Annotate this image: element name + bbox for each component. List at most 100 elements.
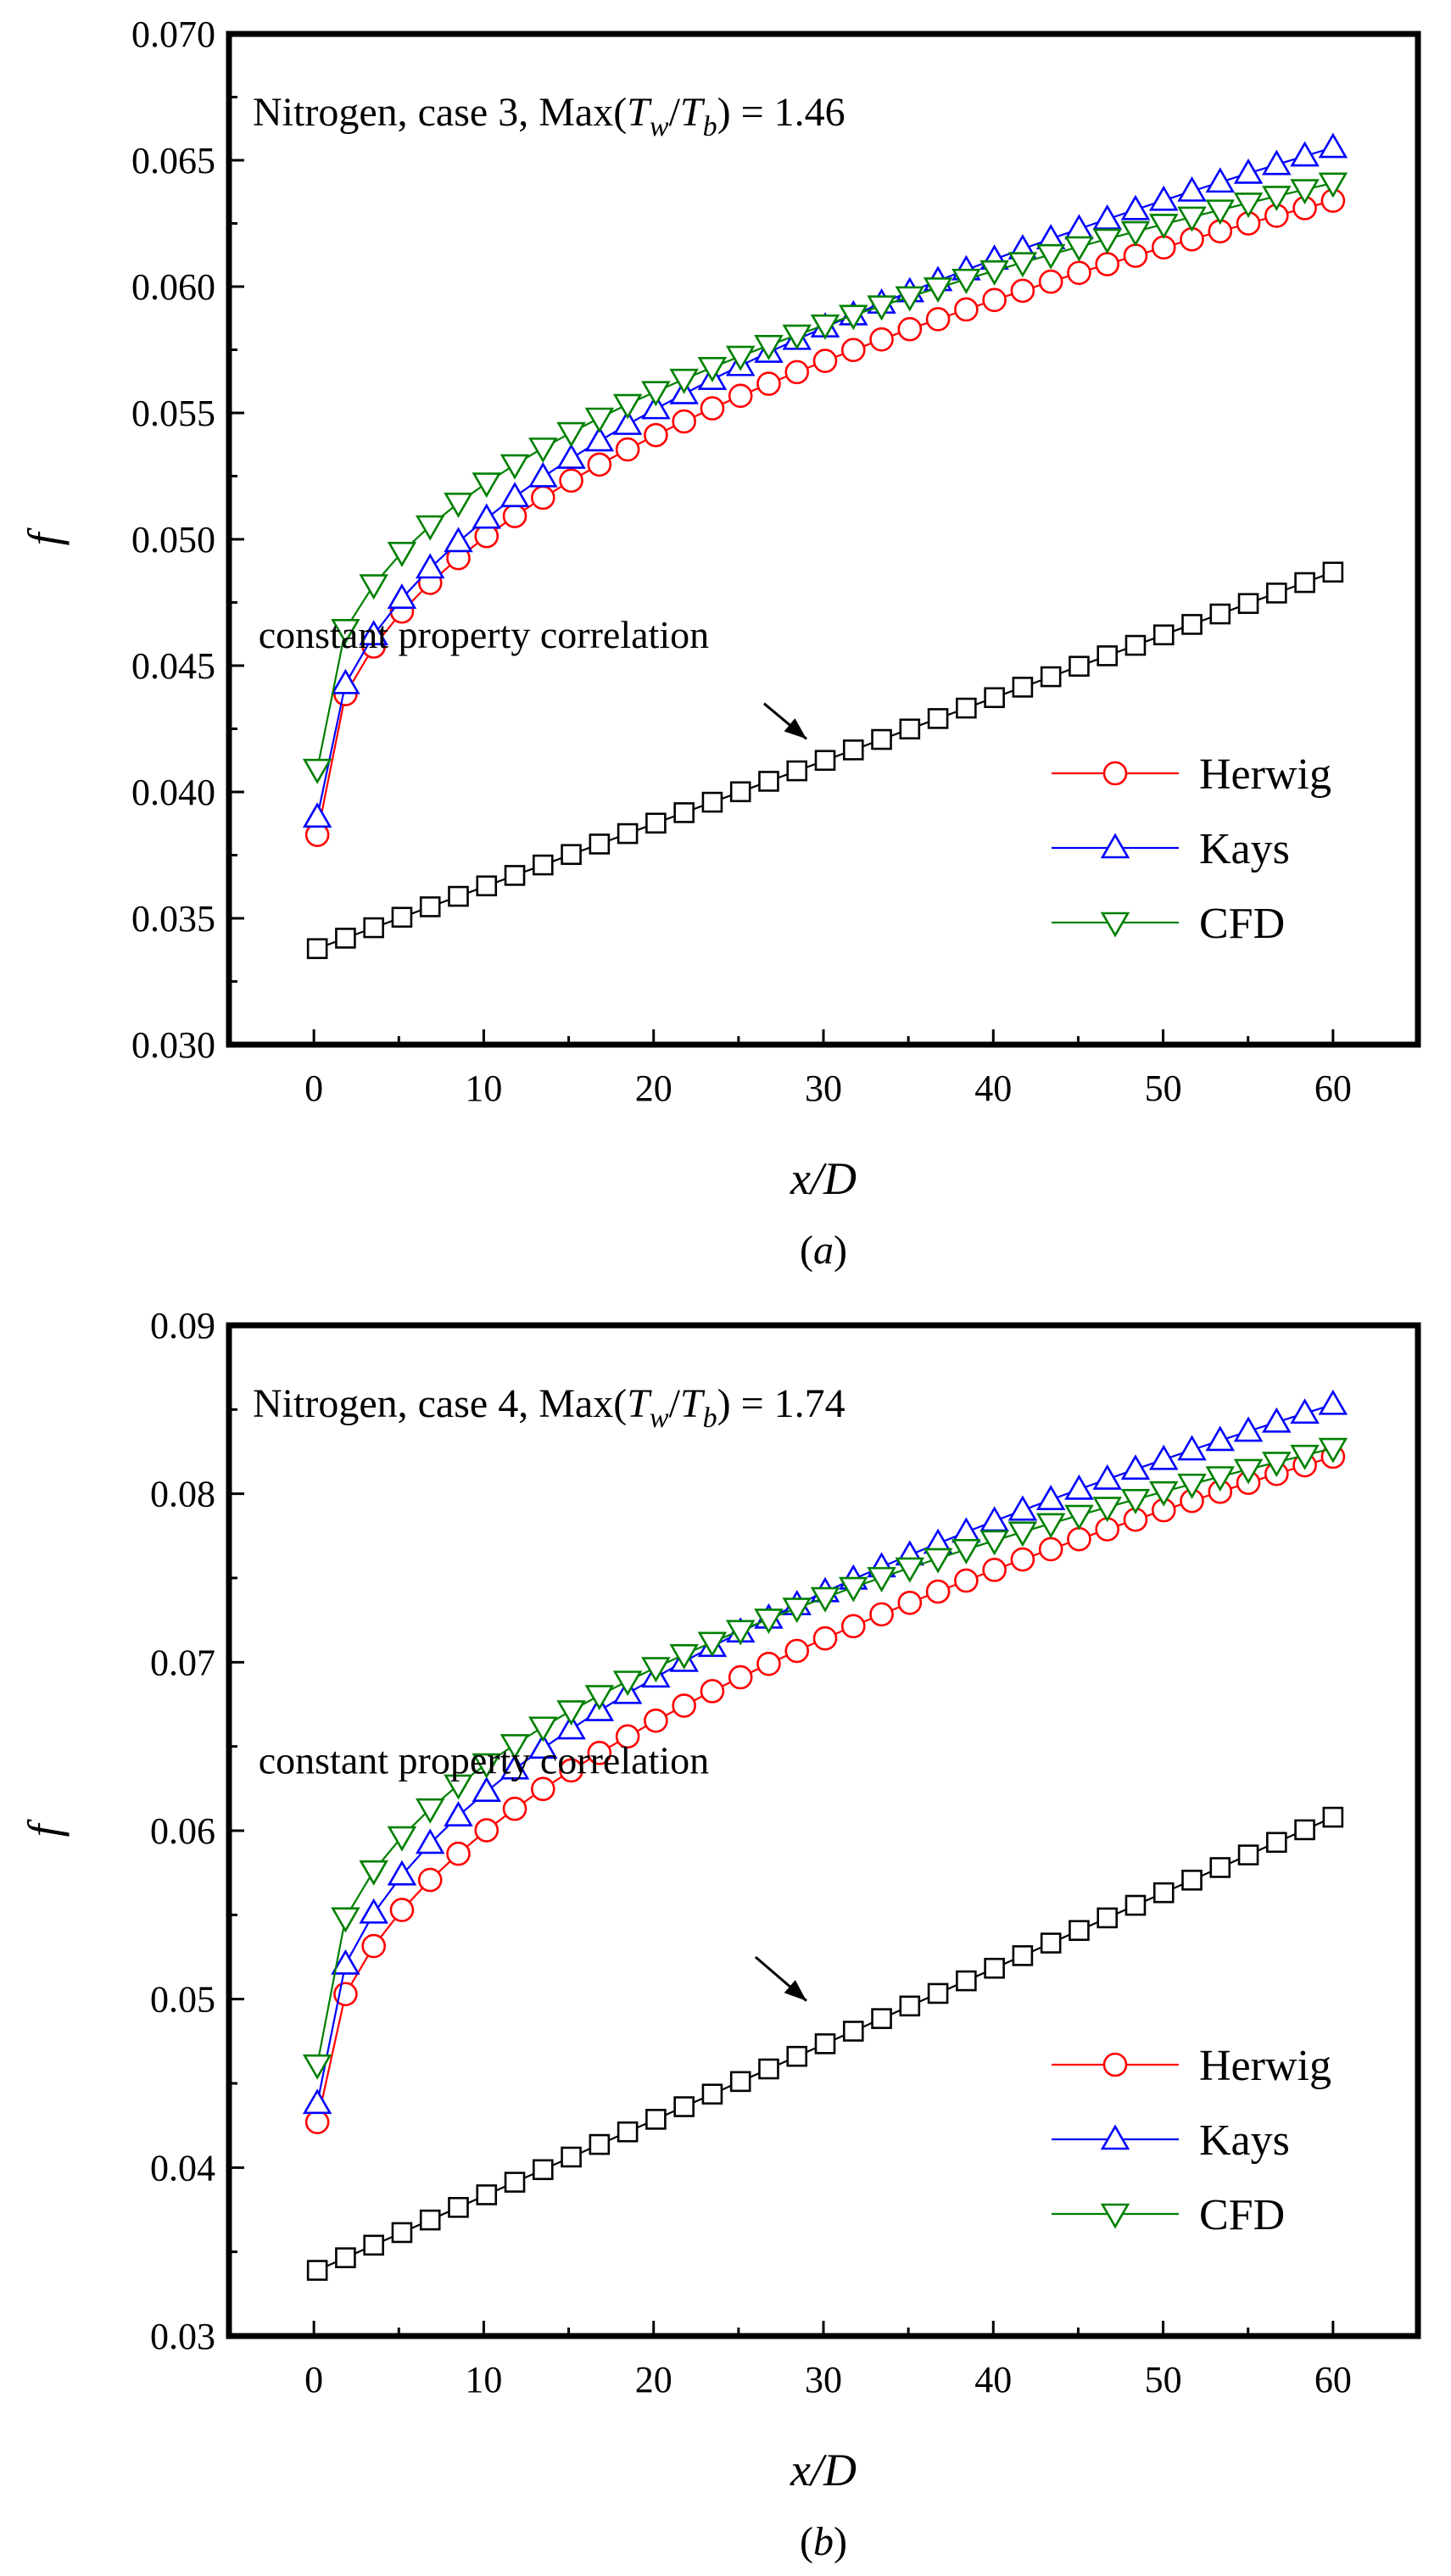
x-tick-label: 40 bbox=[974, 1068, 1012, 1109]
data-point bbox=[584, 1685, 615, 1711]
series-cfd bbox=[302, 172, 1348, 784]
data-point bbox=[1262, 149, 1292, 176]
data-point bbox=[359, 620, 388, 646]
data-point bbox=[673, 802, 695, 823]
series-line bbox=[316, 147, 1334, 818]
y-axis-title: f bbox=[19, 1819, 70, 1837]
data-point bbox=[391, 2222, 413, 2244]
data-point bbox=[1064, 236, 1094, 262]
data-point bbox=[728, 1664, 753, 1690]
data-point bbox=[758, 771, 779, 792]
y-tick-label: 0.070 bbox=[131, 14, 215, 55]
x-tick-label: 60 bbox=[1314, 1068, 1352, 1109]
data-point bbox=[561, 2146, 582, 2168]
data-point bbox=[419, 896, 441, 917]
data-point bbox=[617, 2121, 639, 2143]
data-point bbox=[1177, 1435, 1207, 1461]
data-point bbox=[584, 426, 615, 452]
legend-label: CFD bbox=[1199, 900, 1285, 948]
data-point bbox=[1152, 1882, 1175, 1904]
data-point bbox=[499, 454, 530, 480]
chart-title: Nitrogen, case 4, Max(Tw/Tb) = 1.74 bbox=[253, 1381, 845, 1434]
data-point bbox=[559, 468, 583, 493]
data-point bbox=[617, 822, 639, 845]
data-point bbox=[786, 760, 808, 782]
data-point bbox=[1012, 677, 1034, 698]
data-point bbox=[982, 287, 1007, 313]
data-point bbox=[528, 438, 558, 463]
data-point bbox=[1092, 228, 1122, 254]
data-point bbox=[1233, 192, 1264, 219]
legend-label: Kays bbox=[1199, 2116, 1290, 2165]
data-point bbox=[359, 1860, 388, 1886]
data-point bbox=[1010, 1547, 1035, 1572]
data-point bbox=[1038, 1536, 1063, 1562]
data-point bbox=[331, 618, 360, 644]
data-point bbox=[1064, 1504, 1094, 1531]
data-point bbox=[1035, 1485, 1066, 1510]
data-point bbox=[839, 1576, 868, 1603]
data-point bbox=[472, 472, 502, 499]
data-point bbox=[1007, 1495, 1038, 1521]
data-point bbox=[984, 687, 1005, 709]
data-point bbox=[444, 1801, 473, 1827]
data-point bbox=[1125, 634, 1147, 656]
data-point bbox=[1322, 561, 1344, 583]
data-point bbox=[302, 758, 332, 784]
chart-title: Nitrogen, case 3, Max(Tw/Tb) = 1.46 bbox=[253, 90, 845, 142]
data-point bbox=[697, 357, 728, 382]
x-tick-label: 40 bbox=[974, 2359, 1012, 2400]
data-point bbox=[331, 1949, 360, 1975]
data-point bbox=[533, 2159, 554, 2181]
data-point bbox=[1177, 176, 1207, 202]
data-point bbox=[812, 348, 838, 373]
data-point bbox=[1120, 194, 1151, 220]
data-point bbox=[672, 1693, 696, 1718]
y-tick-label: 0.03 bbox=[150, 2316, 215, 2357]
y-tick-label: 0.09 bbox=[150, 1305, 215, 1347]
data-point bbox=[528, 1716, 558, 1742]
data-point bbox=[979, 260, 1009, 286]
data-point bbox=[502, 1796, 527, 1821]
data-point bbox=[1294, 572, 1315, 594]
data-point bbox=[1064, 1474, 1094, 1500]
data-point bbox=[1290, 141, 1320, 167]
data-point bbox=[1035, 1513, 1066, 1539]
data-point bbox=[1092, 1464, 1122, 1490]
data-point bbox=[1040, 666, 1062, 688]
data-point bbox=[1318, 132, 1348, 159]
data-point bbox=[895, 286, 925, 312]
plot-frame bbox=[226, 1322, 1421, 2339]
legend-item: Kays bbox=[1052, 2116, 1290, 2165]
data-point bbox=[1205, 1425, 1236, 1452]
series-line bbox=[316, 1455, 1334, 2122]
data-point bbox=[700, 396, 725, 421]
data-point bbox=[1067, 1526, 1091, 1552]
data-point bbox=[641, 1657, 671, 1683]
data-point bbox=[1095, 252, 1119, 276]
y-tick-label: 0.030 bbox=[131, 1024, 215, 1066]
y-tick-label: 0.040 bbox=[131, 772, 215, 813]
data-point bbox=[1233, 1416, 1264, 1442]
data-point bbox=[363, 917, 384, 939]
legend-marker bbox=[1100, 912, 1130, 938]
y-tick-label: 0.055 bbox=[131, 393, 215, 434]
data-point bbox=[389, 1898, 415, 1922]
data-point bbox=[499, 482, 530, 508]
data-point bbox=[1148, 1480, 1179, 1507]
data-point bbox=[641, 393, 671, 420]
data-point bbox=[499, 1754, 530, 1780]
data-point bbox=[1294, 1819, 1315, 1841]
series-line bbox=[316, 199, 1334, 835]
data-point bbox=[1035, 243, 1066, 270]
data-point bbox=[533, 854, 554, 876]
x-tick-label: 20 bbox=[635, 1068, 672, 1109]
x-tick-label: 60 bbox=[1314, 2359, 1352, 2400]
data-point bbox=[923, 277, 953, 304]
data-point bbox=[476, 2184, 498, 2205]
data-point bbox=[587, 452, 612, 477]
data-point bbox=[584, 407, 615, 433]
data-point bbox=[556, 443, 586, 469]
data-point bbox=[1125, 1894, 1147, 1916]
data-point bbox=[504, 865, 526, 886]
